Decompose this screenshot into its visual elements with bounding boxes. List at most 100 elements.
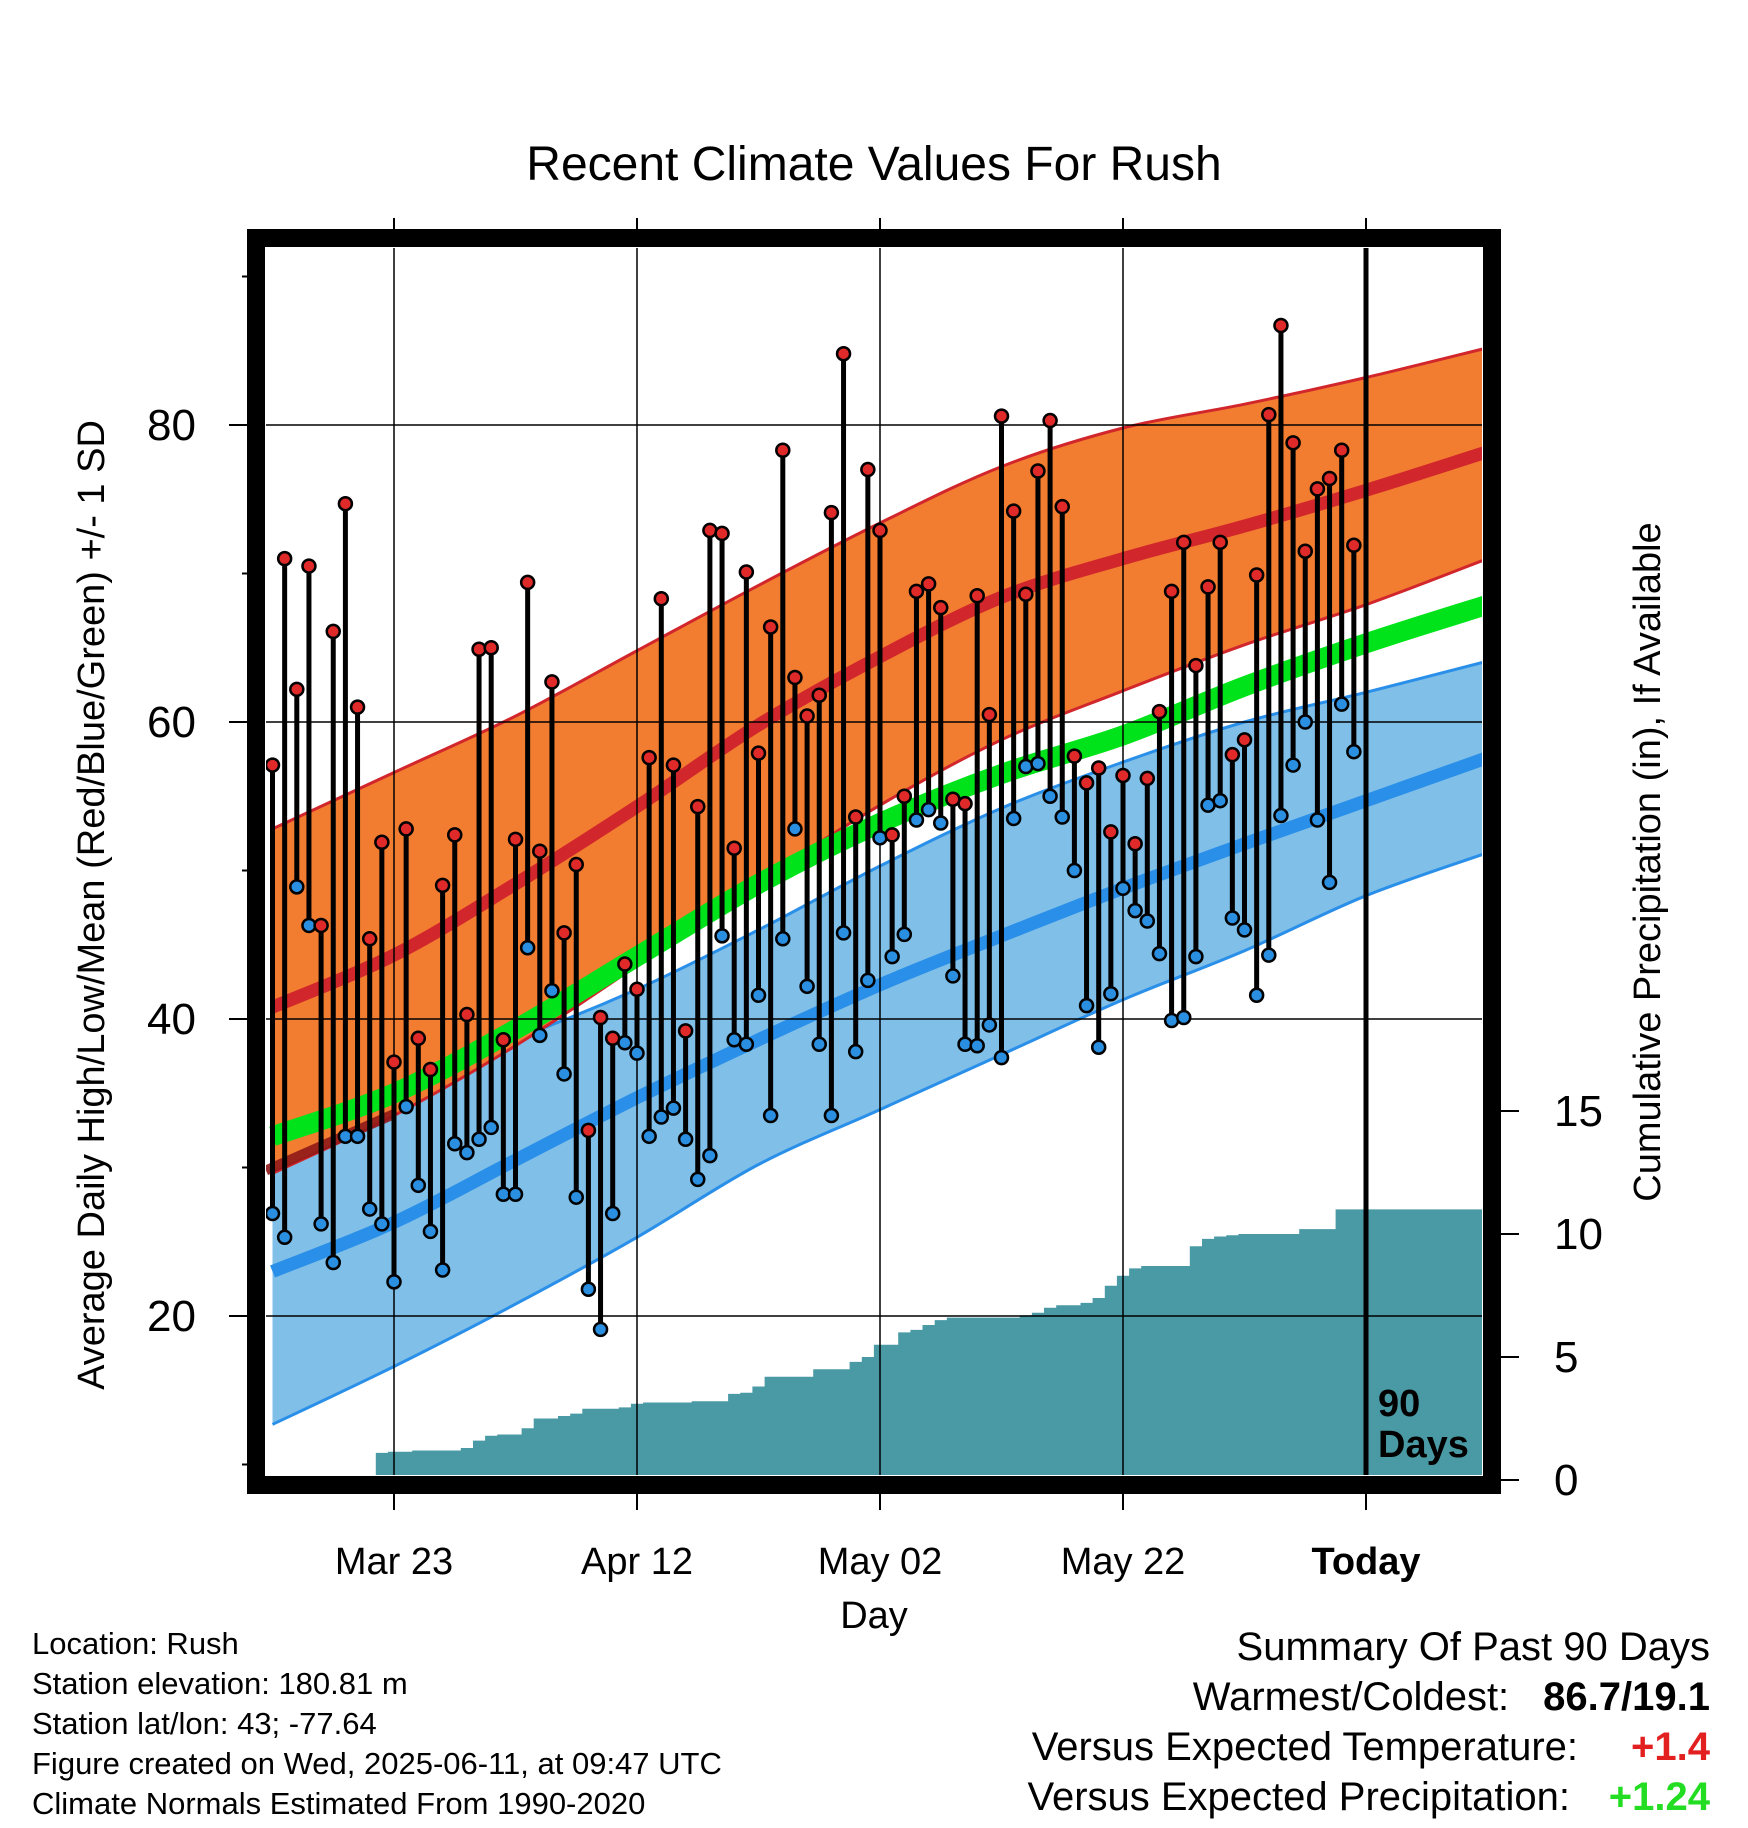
daily-high-point (823, 504, 840, 521)
daily-high-point (568, 856, 584, 873)
daily-high-point (519, 574, 536, 591)
daily-high-point (483, 640, 499, 656)
daily-low-point (1297, 714, 1313, 730)
daily-low-point (775, 931, 791, 947)
high-normal-shadow (266, 1109, 397, 1176)
daily-low-point (1005, 810, 1022, 827)
daily-high-point (714, 525, 730, 542)
x-axis-tick-label: May 22 (1061, 1541, 1186, 1583)
plot-area (266, 248, 1482, 1475)
y-axis-label: Average Daily High/Low/Mean (Red/Blue/Gr… (71, 420, 113, 1390)
daily-low-point (872, 830, 888, 846)
daily-high-point (410, 1030, 427, 1047)
daily-high-point (787, 669, 803, 686)
elevation-text: Station elevation: 180.81 m (32, 1666, 408, 1701)
daily-high-point (1103, 824, 1119, 840)
daily-low-point (1346, 743, 1362, 760)
daily-low-point (1188, 948, 1204, 965)
daily-high-point (1176, 534, 1192, 551)
daily-low-point (993, 1049, 1010, 1066)
daily-low-point (519, 939, 536, 956)
daily-low-point (1090, 1039, 1107, 1055)
daily-low-point (1176, 1009, 1192, 1026)
daily-high-point (289, 681, 305, 698)
daily-high-point (1018, 586, 1034, 603)
daily-low-point (750, 987, 767, 1003)
daily-low-point (653, 1109, 670, 1125)
daily-high-point (1309, 481, 1326, 497)
daily-low-point (641, 1128, 657, 1145)
daily-low-point (1066, 862, 1083, 879)
daily-high-point (1321, 470, 1338, 487)
daily-high-point (1224, 746, 1241, 763)
precipitation-anomaly-value: +1.24 (1608, 1775, 1710, 1819)
daily-high-point (434, 877, 451, 894)
chart-body: 20 40 60 80 0 5 10 15 Mar 23 Apr 12 May 02 May 22 To… (147, 218, 1603, 1583)
daily-high-point (1163, 583, 1180, 600)
daily-high-point (969, 588, 985, 604)
daily-low-point (447, 1135, 463, 1152)
daily-low-point (544, 983, 560, 999)
daily-low-point (835, 925, 852, 941)
daily-high-point (1261, 406, 1277, 423)
daily-low-point (1236, 922, 1253, 938)
daily-high-point (690, 798, 706, 815)
daily-high-point (702, 522, 718, 539)
daily-low-point (714, 928, 730, 944)
left-axis-tick-label: 60 (147, 698, 196, 747)
daily-low-point (969, 1037, 985, 1054)
daily-high-point (738, 564, 755, 580)
daily-high-point (386, 1054, 402, 1070)
daily-low-point (884, 948, 900, 965)
daily-low-point (1030, 755, 1046, 772)
warmest-coldest-label: Warmest/Coldest: (1192, 1675, 1510, 1719)
today-days-label-number: 90 (1378, 1383, 1420, 1425)
daily-low-point (1127, 902, 1143, 919)
daily-low-point (1139, 913, 1156, 929)
daily-low-point (386, 1274, 402, 1290)
daily-high-point (1346, 537, 1362, 554)
created-text: Figure created on Wed, 2025-06-11, at 09… (32, 1746, 722, 1781)
daily-low-point (1078, 997, 1095, 1014)
daily-high-point (933, 599, 949, 616)
daily-high-point (653, 590, 670, 607)
daily-high-point (847, 809, 864, 825)
daily-high-point (957, 795, 973, 812)
daily-low-point (266, 1205, 281, 1222)
plot-frame (247, 229, 1501, 1494)
daily-low-point (532, 1027, 548, 1044)
daily-high-point (556, 925, 572, 941)
daily-low-point (799, 978, 815, 995)
daily-high-point (993, 408, 1010, 424)
daily-low-point (787, 821, 803, 837)
daily-high-point (860, 461, 876, 478)
daily-high-point (1212, 534, 1228, 551)
daily-low-point (374, 1216, 390, 1232)
daily-low-point (1309, 812, 1326, 828)
daily-high-point (459, 1006, 475, 1023)
daily-high-point (1188, 657, 1204, 674)
daily-high-point (1236, 732, 1253, 748)
daily-high-point (276, 550, 293, 567)
daily-high-point (507, 831, 524, 848)
daily-low-point (1273, 807, 1289, 824)
daily-low-point (349, 1128, 366, 1145)
daily-high-point (1030, 463, 1046, 479)
daily-high-point (981, 706, 998, 723)
daily-high-point (629, 981, 645, 998)
warmest-coldest-value: 86.7/19.1 (1543, 1675, 1710, 1719)
daily-low-point (471, 1131, 487, 1148)
x-axis-tick-label: Mar 23 (335, 1541, 453, 1583)
daily-high-point (532, 843, 548, 859)
daily-high-point (641, 749, 657, 766)
daily-low-point (1212, 792, 1228, 809)
daily-low-point (908, 812, 925, 828)
daily-high-point (266, 757, 281, 773)
temperature-anomaly-label: Versus Expected Temperature: (1031, 1725, 1578, 1769)
daily-high-point (799, 708, 815, 724)
daily-low-point (1224, 910, 1241, 926)
daily-high-point (775, 442, 791, 458)
daily-high-point (422, 1061, 439, 1078)
daily-low-point (1103, 986, 1119, 1002)
